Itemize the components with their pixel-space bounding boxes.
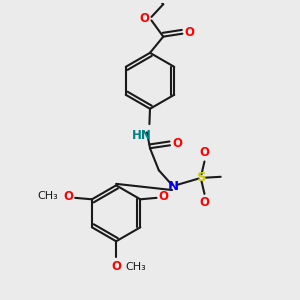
Text: O: O bbox=[184, 26, 194, 39]
Text: O: O bbox=[172, 137, 182, 150]
Text: N: N bbox=[168, 180, 179, 193]
Text: O: O bbox=[200, 146, 209, 158]
Text: O: O bbox=[140, 12, 149, 25]
Text: O: O bbox=[64, 190, 74, 202]
Text: HN: HN bbox=[132, 129, 152, 142]
Text: O: O bbox=[111, 260, 121, 273]
Text: S: S bbox=[197, 171, 206, 184]
Text: CH₃: CH₃ bbox=[125, 262, 146, 272]
Text: CH₃: CH₃ bbox=[37, 191, 58, 201]
Text: O: O bbox=[158, 190, 168, 203]
Text: O: O bbox=[200, 196, 209, 209]
